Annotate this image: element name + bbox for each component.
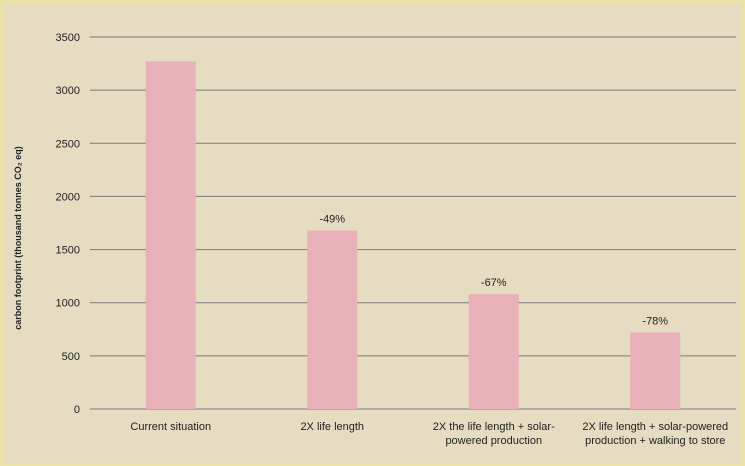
x-category-label: 2X the life length + solar-: [433, 421, 555, 433]
y-axis-ticks: 0 500 1000 1500 2000 2500 3000 3500: [56, 32, 80, 416]
bar: [307, 230, 358, 409]
x-category-label: powered production: [445, 435, 542, 447]
bar-data-label: -67%: [481, 277, 507, 289]
bar-data-label: -49%: [319, 213, 345, 225]
bar: [468, 294, 519, 409]
data-labels: -49% -67% -78%: [319, 213, 668, 327]
bar: [630, 332, 681, 409]
y-tick-label: 3500: [56, 32, 80, 44]
y-tick-label: 3000: [56, 85, 80, 97]
x-category-label: Current situation: [130, 421, 211, 433]
x-category-label: 2X life length + solar-powered: [582, 421, 728, 433]
y-tick-label: 2000: [56, 191, 80, 203]
y-tick-label: 0: [74, 404, 80, 416]
y-tick-label: 500: [62, 351, 80, 363]
y-tick-label: 2500: [56, 138, 80, 150]
gridlines: [90, 36, 736, 410]
x-category-label: 2X life length: [300, 421, 364, 433]
y-tick-label: 1500: [56, 245, 80, 257]
y-tick-label: 1000: [56, 298, 80, 310]
bar-data-label: -78%: [642, 315, 668, 327]
bars: [145, 61, 681, 410]
bar: [145, 61, 196, 410]
chart-panel: [3, 3, 742, 463]
x-category-label: production + walking to store: [585, 435, 725, 447]
y-axis-label: carbon footprint (thousand tonnes CO₂ eq…: [13, 146, 23, 330]
x-axis-categories: Current situation 2X life length 2X the li…: [130, 421, 728, 447]
